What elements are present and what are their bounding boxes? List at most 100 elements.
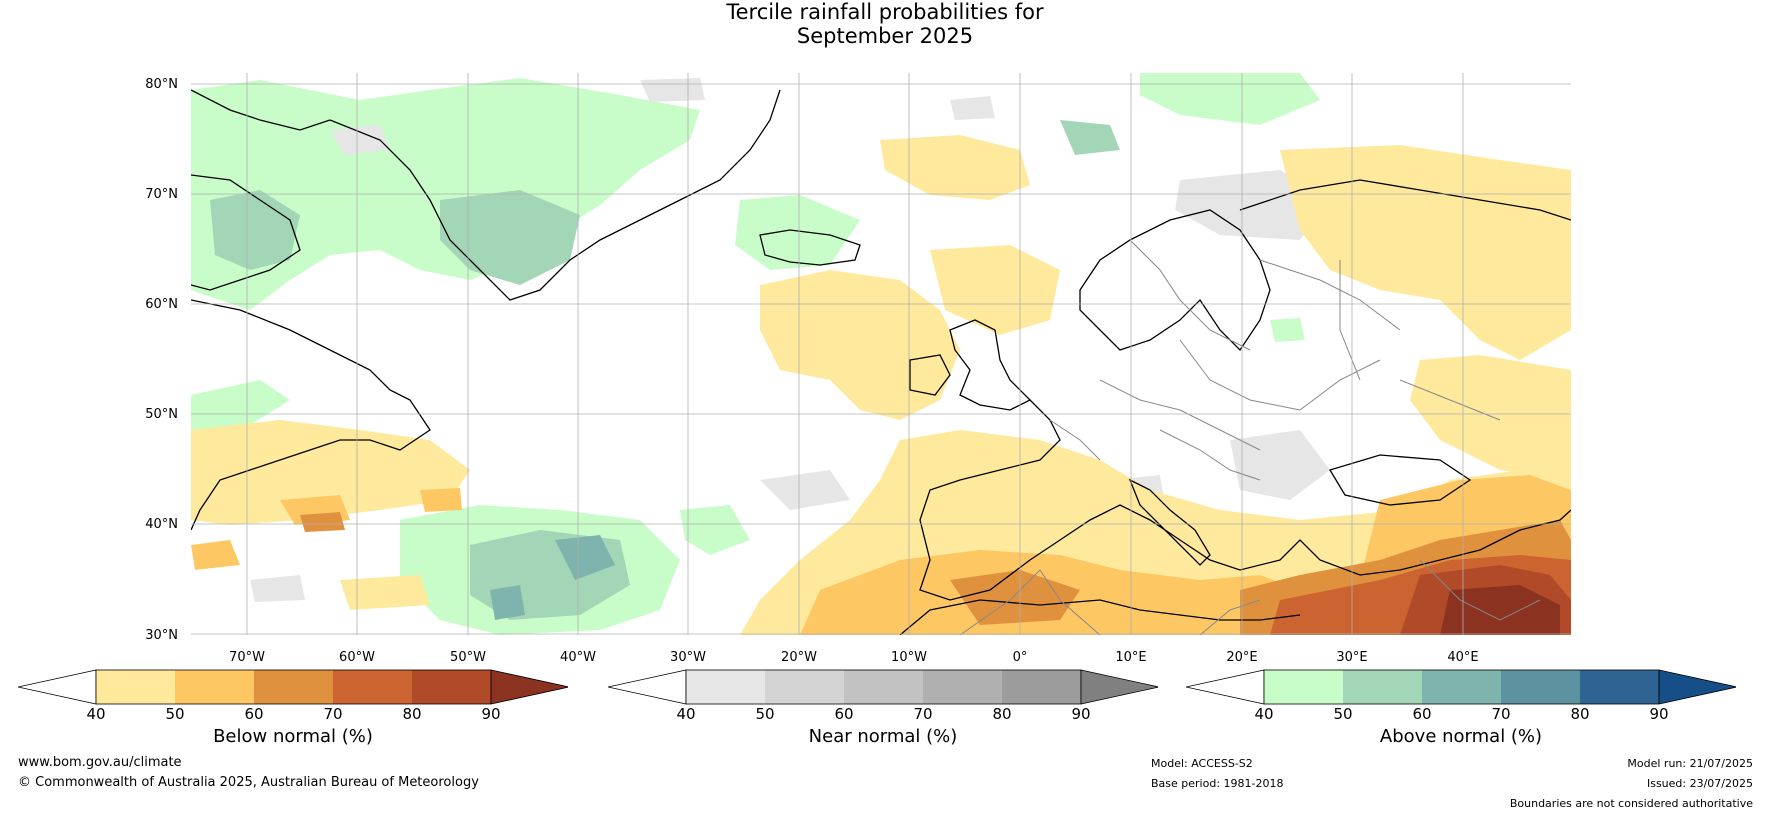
border-line bbox=[1049, 239, 1501, 481]
lon-label: 40°W bbox=[560, 650, 596, 665]
colorbar-extend-high bbox=[1658, 669, 1736, 705]
black-sea-coast bbox=[1329, 454, 1472, 506]
colorbar-bin bbox=[175, 670, 254, 704]
above-normal-patch bbox=[210, 190, 300, 270]
europe-north-coast bbox=[1239, 179, 1571, 221]
colorbar-tick-label: 60 bbox=[1412, 705, 1431, 723]
colorbar-bin bbox=[333, 670, 412, 704]
above-normal-patch bbox=[680, 505, 750, 555]
colorbar-tick-label: 40 bbox=[676, 705, 695, 723]
footer-disclaimer: Boundaries are not considered authoritat… bbox=[1509, 797, 1753, 810]
colorbar-below-normal-scale: 40 50 60 70 80 90 bbox=[18, 669, 568, 723]
colorbar-below-normal-label: Below normal (%) bbox=[213, 726, 373, 747]
footer-website: www.bom.gov.au/climate bbox=[18, 755, 182, 770]
colorbar-tick-label: 90 bbox=[1071, 705, 1090, 723]
below-normal-patch bbox=[1410, 355, 1571, 480]
title-line-2: September 2025 bbox=[796, 24, 974, 48]
lon-label: 70°W bbox=[229, 650, 265, 665]
footer-copyright: © Commonwealth of Australia 2025, Austra… bbox=[18, 775, 479, 790]
map-area bbox=[191, 73, 1571, 635]
colorbar-near-normal-label: Near normal (%) bbox=[808, 726, 958, 747]
colorbar-bin bbox=[1264, 670, 1343, 704]
colorbar-tick-label: 50 bbox=[755, 705, 774, 723]
colorbar-bin bbox=[923, 670, 1002, 704]
below-normal-patch bbox=[880, 135, 1030, 200]
ireland-coast bbox=[909, 354, 951, 396]
above-normal-patch bbox=[1060, 120, 1120, 155]
colorbar-extend-low bbox=[18, 669, 97, 705]
footer-model-run: Model run: 21/07/2025 bbox=[1627, 757, 1753, 770]
near-normal-patch bbox=[950, 96, 995, 120]
lon-label: 40°E bbox=[1447, 650, 1478, 665]
lon-label: 0° bbox=[1013, 650, 1028, 665]
lon-label: 50°W bbox=[450, 650, 486, 665]
map-title: Tercile rainfall probabilities for Septe… bbox=[0, 0, 1770, 48]
colorbar-bin bbox=[844, 670, 923, 704]
below-normal-patch bbox=[1280, 145, 1571, 360]
coastlines bbox=[191, 89, 1571, 635]
longitude-labels: 70°W 60°W 50°W 40°W 30°W 20°W 10°W 0° 10… bbox=[229, 650, 1479, 665]
lat-label: 50°N bbox=[145, 407, 178, 422]
colorbar-bin bbox=[1501, 670, 1580, 704]
north-africa-coast bbox=[899, 599, 1301, 635]
colorbar-tick-label: 90 bbox=[481, 705, 500, 723]
lon-label: 60°W bbox=[339, 650, 375, 665]
colorbar-tick-label: 40 bbox=[86, 705, 105, 723]
footer-model: Model: ACCESS-S2 bbox=[1151, 757, 1253, 770]
above-normal-patch bbox=[490, 585, 525, 620]
colorbar-tick-label: 70 bbox=[913, 705, 932, 723]
country-borders bbox=[959, 239, 1541, 635]
map-gridlines bbox=[191, 73, 1571, 635]
near-normal-patch bbox=[250, 575, 305, 602]
colorbar-tick-label: 70 bbox=[323, 705, 342, 723]
colorbar-bin bbox=[1580, 670, 1659, 704]
labrador-coast bbox=[191, 299, 431, 531]
colorbar-tick-label: 40 bbox=[1254, 705, 1273, 723]
colorbar-extend-high bbox=[490, 669, 568, 705]
colorbar-tick-label: 70 bbox=[1491, 705, 1510, 723]
below-normal-patch bbox=[300, 512, 345, 532]
colorbar-tick-label: 60 bbox=[244, 705, 263, 723]
colorbar-bin bbox=[96, 670, 175, 704]
footer-base-period: Base period: 1981-2018 bbox=[1151, 777, 1284, 790]
near-normal-patch bbox=[330, 125, 390, 155]
below-normal-patch bbox=[420, 488, 462, 512]
colorbar-extend-high bbox=[1080, 669, 1158, 705]
lon-label: 10°E bbox=[1115, 650, 1146, 665]
colorbar-tick-label: 80 bbox=[402, 705, 421, 723]
lat-label: 60°N bbox=[145, 297, 178, 312]
above-normal-patch bbox=[191, 380, 290, 430]
colorbar-bin bbox=[1002, 670, 1081, 704]
canadian-arctic-coast bbox=[191, 89, 331, 291]
above-normal-patch bbox=[1140, 73, 1320, 125]
colorbar-near-normal-scale: 40 50 60 70 80 90 bbox=[608, 669, 1158, 723]
colorbar-tick-label: 60 bbox=[834, 705, 853, 723]
lon-label: 20°W bbox=[781, 650, 817, 665]
below-normal-patch bbox=[930, 245, 1060, 335]
colorbar-extend-low bbox=[608, 669, 687, 705]
colorbar-bin bbox=[765, 670, 844, 704]
border-line bbox=[959, 559, 1541, 635]
near-normal-patch bbox=[760, 470, 850, 510]
above-normal-patch bbox=[440, 190, 580, 285]
latitude-labels: 80°N 70°N 60°N 50°N 40°N 30°N bbox=[145, 77, 178, 643]
lon-label: 10°W bbox=[891, 650, 927, 665]
above-normal-patch bbox=[735, 195, 860, 270]
europe-mainland-coast bbox=[919, 399, 1571, 601]
above-normal-fields bbox=[191, 73, 1571, 635]
title-line-1: Tercile rainfall probabilities for bbox=[726, 0, 1044, 24]
colorbar-above-normal-scale: 40 50 60 70 80 90 bbox=[1186, 669, 1736, 723]
below-normal-patch bbox=[191, 540, 240, 570]
scandinavia-coast bbox=[1079, 209, 1271, 352]
lat-label: 80°N bbox=[145, 77, 178, 92]
colorbar-bin bbox=[412, 670, 491, 704]
colorbar-tick-label: 80 bbox=[992, 705, 1011, 723]
greenland-coast bbox=[329, 89, 781, 301]
lat-label: 30°N bbox=[145, 628, 178, 643]
colorbar-tick-label: 50 bbox=[165, 705, 184, 723]
colorbar-above-normal-label: Above normal (%) bbox=[1379, 726, 1543, 747]
colorbar-tick-label: 50 bbox=[1333, 705, 1352, 723]
lon-label: 20°E bbox=[1226, 650, 1257, 665]
italy-coast bbox=[1128, 478, 1211, 566]
